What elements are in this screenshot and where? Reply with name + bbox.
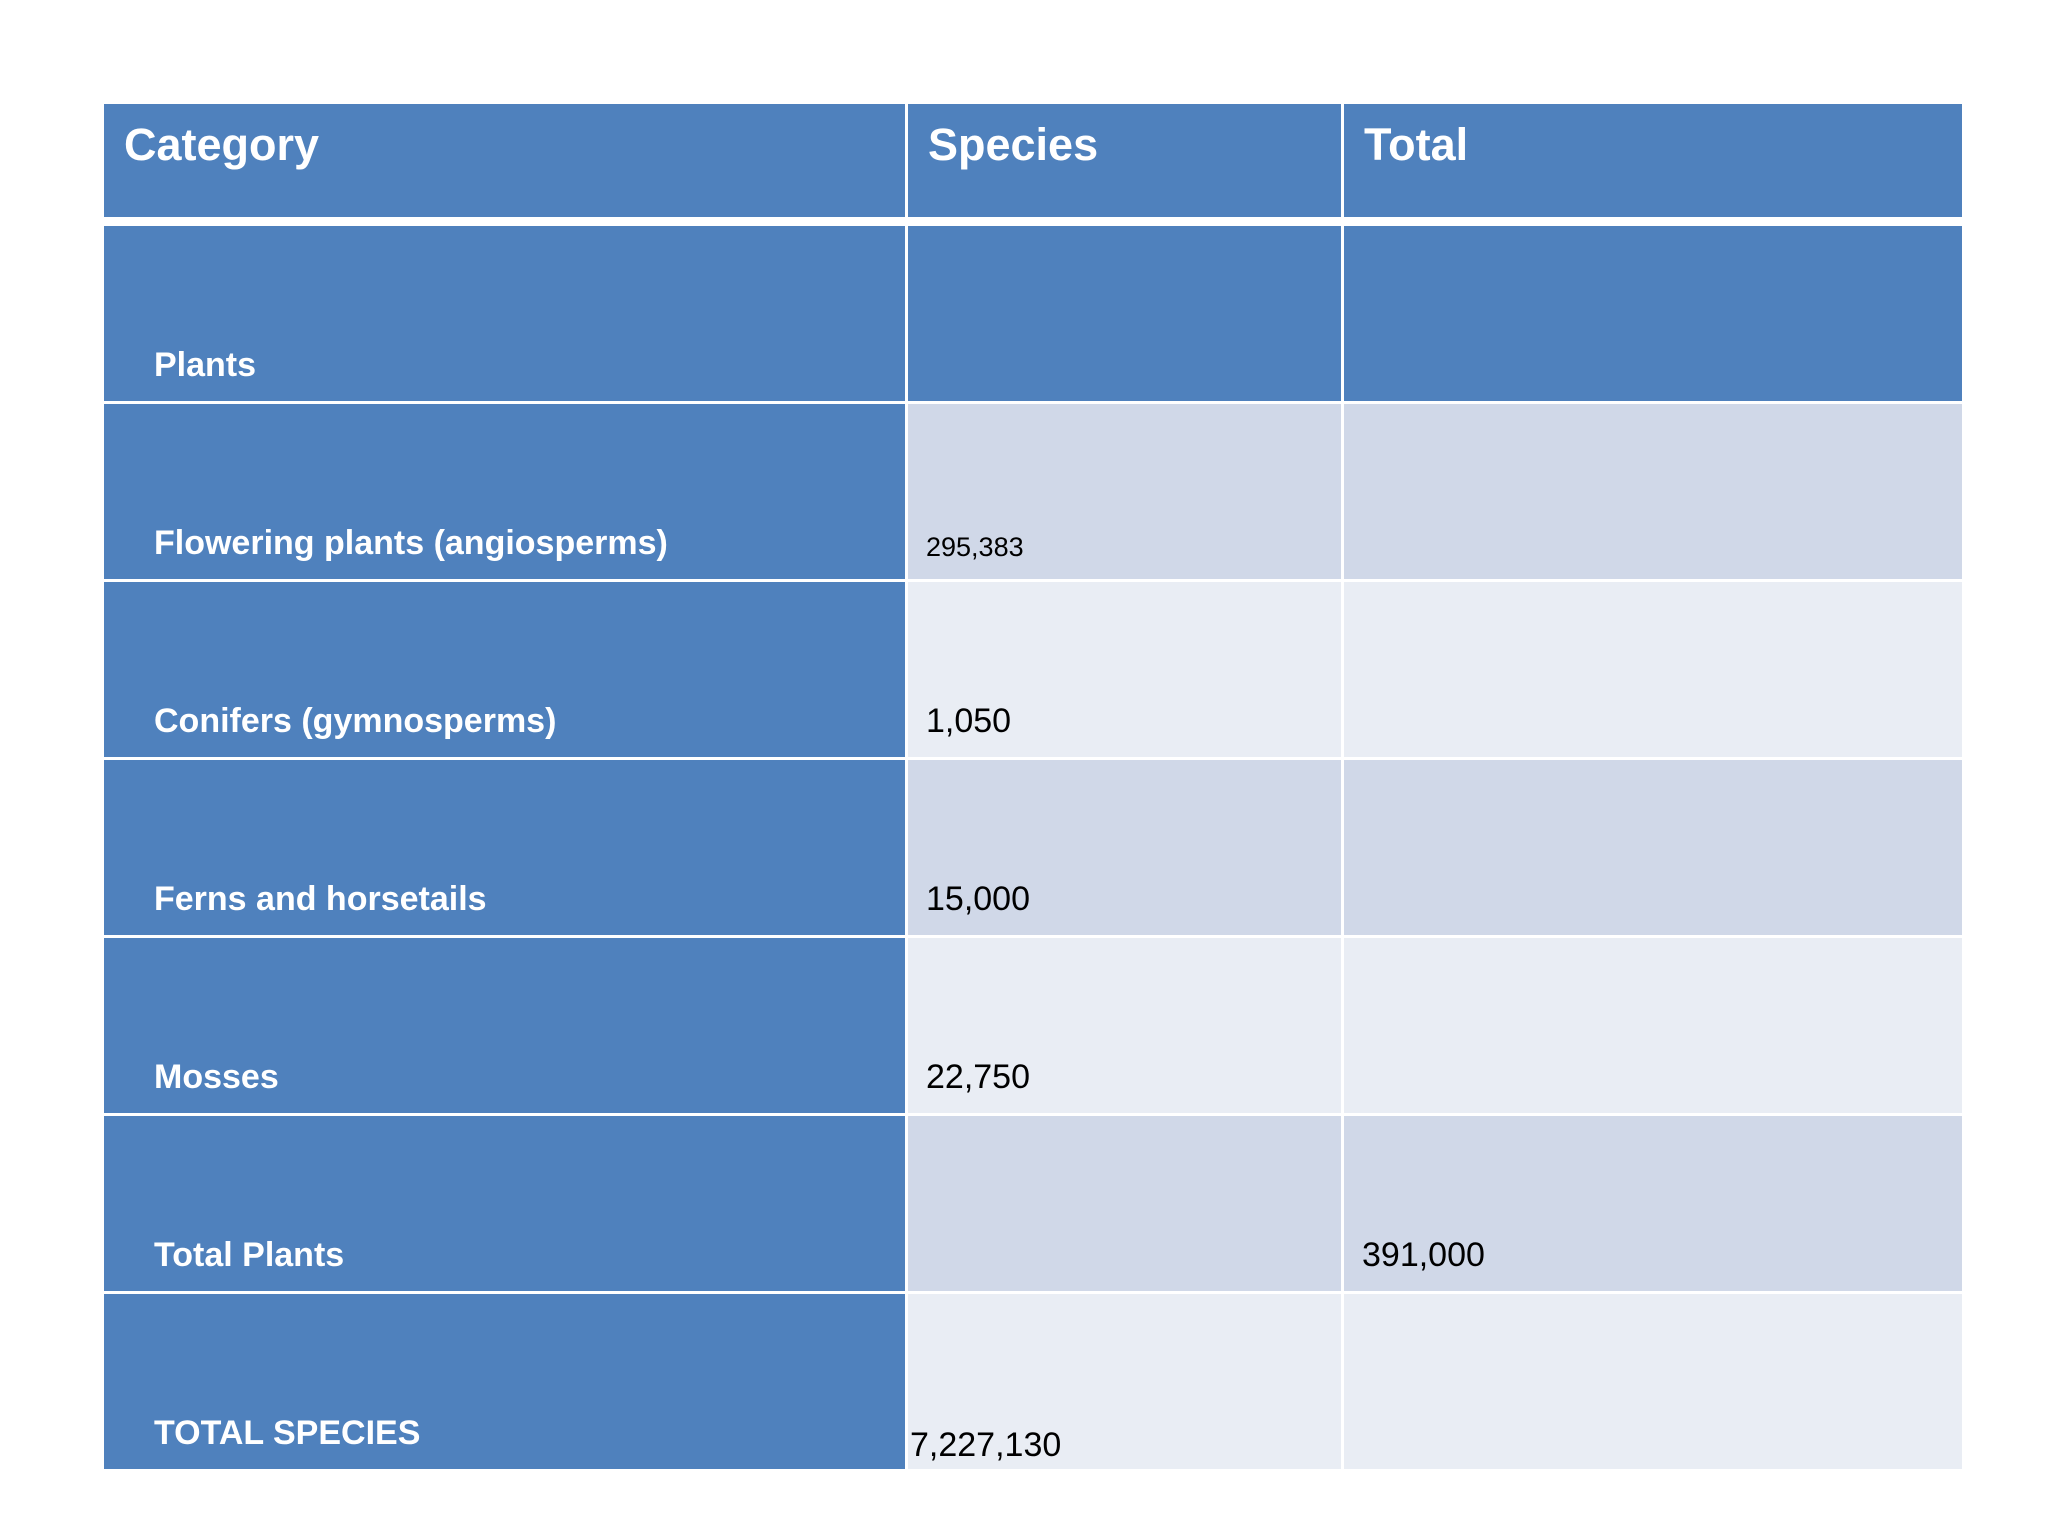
- species-cell: 7,227,130: [908, 1294, 1344, 1469]
- table-row: Ferns and horsetails 15,000: [104, 760, 1962, 938]
- category-cell: Total Plants: [104, 1116, 908, 1291]
- species-cell: 15,000: [908, 760, 1344, 935]
- total-cell: [1344, 760, 1962, 935]
- total-cell: [1344, 1294, 1962, 1469]
- table-row: Flowering plants (angiosperms) 295,383: [104, 404, 1962, 582]
- total-cell: [1344, 938, 1962, 1113]
- species-cell: 22,750: [908, 938, 1344, 1113]
- header-category: Category: [104, 104, 908, 217]
- header-species: Species: [908, 104, 1344, 217]
- total-cell: [1344, 226, 1962, 401]
- species-cell: 295,383: [908, 404, 1344, 579]
- species-cell: [908, 226, 1344, 401]
- species-cell: [908, 1116, 1344, 1291]
- category-cell: Conifers (gymnosperms): [104, 582, 908, 757]
- species-table: Category Species Total Plants Flowering …: [104, 104, 1962, 1469]
- total-cell: 391,000: [1344, 1116, 1962, 1291]
- header-total: Total: [1344, 104, 1962, 217]
- table-row: TOTAL SPECIES 7,227,130: [104, 1294, 1962, 1469]
- table-row: Mosses 22,750: [104, 938, 1962, 1116]
- table-row: Plants: [104, 226, 1962, 404]
- total-cell: [1344, 404, 1962, 579]
- table-row: Conifers (gymnosperms) 1,050: [104, 582, 1962, 760]
- category-cell: Mosses: [104, 938, 908, 1113]
- category-cell: Plants: [104, 226, 908, 401]
- category-cell: Flowering plants (angiosperms): [104, 404, 908, 579]
- category-cell: TOTAL SPECIES: [104, 1294, 908, 1469]
- total-cell: [1344, 582, 1962, 757]
- category-cell: Ferns and horsetails: [104, 760, 908, 935]
- header-divider: [104, 217, 1962, 226]
- table-header-row: Category Species Total: [104, 104, 1962, 217]
- table-row: Total Plants 391,000: [104, 1116, 1962, 1294]
- species-cell: 1,050: [908, 582, 1344, 757]
